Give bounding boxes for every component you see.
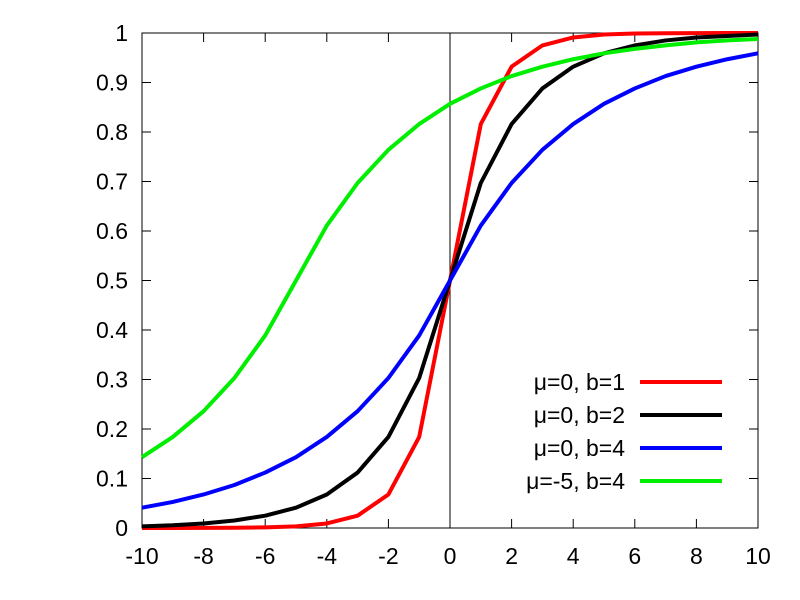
y-tick-label: 0.1 — [96, 466, 128, 492]
y-tick-label: 1 — [115, 20, 128, 46]
y-tick-label: 0.9 — [96, 70, 128, 96]
y-tick-label: 0.6 — [96, 218, 128, 244]
x-tick-label: -4 — [317, 543, 338, 569]
x-tick-label: 6 — [628, 543, 641, 569]
x-tick-label: 8 — [690, 543, 703, 569]
x-tick-label: 10 — [745, 543, 771, 569]
axes: -10 -8 -6 -4 -2 0 2 4 6 8 10 0 0.1 0.2 0.3 0.4 0.5 0.6 0.7… — [96, 20, 771, 569]
x-tick-label: 4 — [567, 543, 580, 569]
x-tick-label: 2 — [505, 543, 518, 569]
y-tick-label: 0.3 — [96, 367, 128, 393]
legend: μ=0, b=1 μ=0, b=2 μ=0, b=4 μ=-5, b=4 — [526, 369, 722, 494]
legend-label-2: μ=0, b=2 — [534, 402, 625, 428]
legend-label-3: μ=0, b=4 — [534, 435, 625, 461]
legend-label-1: μ=0, b=1 — [534, 369, 625, 395]
series-layer — [140, 31, 759, 530]
y-tick-label: 0.5 — [96, 268, 128, 294]
y-tick-label: 0.8 — [96, 119, 128, 145]
y-tick-label: 0.7 — [96, 169, 128, 195]
y-tick-label: 0 — [115, 515, 128, 541]
series-line-3 — [141, 51, 759, 510]
y-tick-label: 0.2 — [96, 416, 128, 442]
series-line-4 — [140, 36, 759, 459]
legend-label-4: μ=-5, b=4 — [526, 468, 625, 494]
y-tick-label: 0.4 — [96, 317, 128, 343]
x-tick-label: -8 — [193, 543, 213, 569]
x-tick-label: -10 — [125, 543, 158, 569]
x-tick-label: 0 — [444, 543, 457, 569]
x-tick-label: -6 — [255, 543, 275, 569]
x-tick-label: -2 — [378, 543, 398, 569]
